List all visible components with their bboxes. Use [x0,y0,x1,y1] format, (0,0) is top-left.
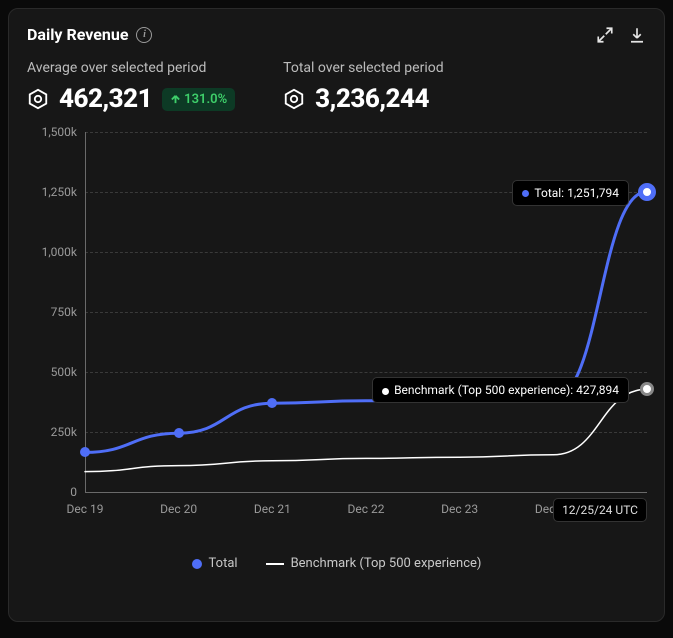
stat-total: Total over selected period 3,236,244 [283,60,443,114]
y-axis-label: 1,000k [27,245,77,259]
total-marker [267,398,277,408]
tooltip-benchmark: Benchmark (Top 500 experience): 427,894 [372,377,629,403]
total-end-marker [638,183,656,201]
robux-icon [283,88,305,110]
legend-label-benchmark: Benchmark (Top 500 experience) [291,556,482,571]
chart-legend: Total Benchmark (Top 500 experience) [27,556,646,571]
x-axis-label: Dec 23 [441,502,478,542]
stat-average-delta: 131.0% [162,88,235,111]
x-axis-label: Dec 22 [348,502,385,542]
revenue-chart: 0250k500k750k1,000k1,250k1,500kDec 19Dec… [27,132,647,542]
card-title: Daily Revenue [27,25,128,44]
tooltip-benchmark-text: Benchmark (Top 500 experience): 427,894 [394,383,619,397]
stat-average-value: 462,321 [59,84,152,114]
legend-total[interactable]: Total [192,556,238,571]
hover-date-badge: 12/25/24 UTC [553,498,647,522]
total-marker [80,447,90,457]
benchmark-end-marker [640,382,654,396]
expand-icon[interactable] [596,26,614,44]
total-line [85,192,647,453]
x-axis-label: Dec 19 [67,502,104,542]
x-axis-label: Dec 20 [160,502,197,542]
stat-total-label: Total over selected period [283,60,443,76]
daily-revenue-card: Daily Revenue i Average over selected pe… [8,8,665,622]
robux-icon [27,88,49,110]
legend-swatch-total [192,559,202,569]
y-axis-label: 1,500k [27,125,77,139]
legend-label-total: Total [209,556,238,571]
total-marker [174,428,184,438]
card-header: Daily Revenue i [27,25,646,44]
tooltip-total-text: Total: 1,251,794 [534,186,619,200]
download-icon[interactable] [628,26,646,44]
stat-average-label: Average over selected period [27,60,235,76]
y-axis-label: 500k [27,365,77,379]
y-axis-label: 0 [27,485,77,499]
y-axis-label: 750k [27,305,77,319]
stats-row: Average over selected period 462,321 131… [27,60,646,114]
tooltip-total: Total: 1,251,794 [512,180,629,206]
y-axis-label: 250k [27,425,77,439]
stat-average: Average over selected period 462,321 131… [27,60,235,114]
delta-value: 131.0% [184,92,227,107]
info-icon[interactable]: i [136,27,152,43]
legend-benchmark[interactable]: Benchmark (Top 500 experience) [266,556,482,571]
stat-total-value: 3,236,244 [315,84,429,114]
legend-swatch-benchmark [266,563,284,565]
y-axis-label: 1,250k [27,185,77,199]
x-axis-label: Dec 21 [254,502,291,542]
